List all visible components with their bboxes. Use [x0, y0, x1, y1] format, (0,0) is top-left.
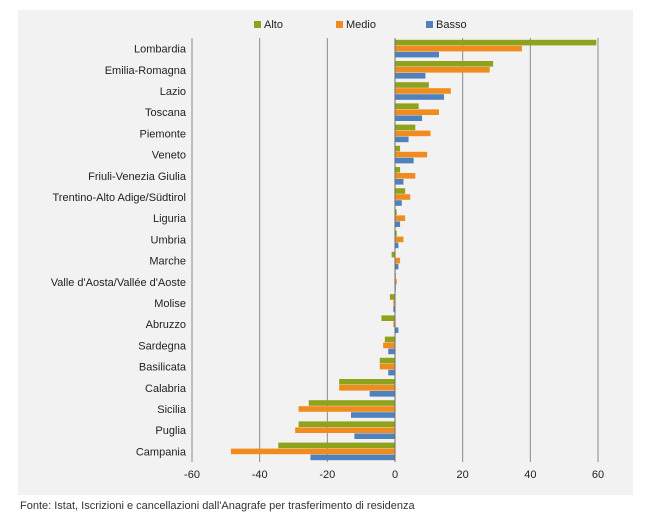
- bar: [308, 400, 395, 406]
- category-label: Toscana: [145, 107, 187, 119]
- legend-swatch: [254, 21, 261, 28]
- category-labels: Lombardia Emilia-Romagna Lazio Toscana Piemo…: [51, 44, 187, 459]
- category-label: Umbria: [151, 234, 187, 246]
- bar: [395, 45, 522, 52]
- bar: [395, 200, 402, 206]
- bar: [395, 236, 404, 243]
- x-tick-label: -20: [319, 469, 335, 481]
- bar: [393, 300, 395, 306]
- bar: [391, 251, 395, 258]
- bar: [389, 294, 395, 300]
- bar-chart: Lombardia Emilia-Romagna Lazio Toscana Piemo…: [51, 19, 604, 481]
- bar: [295, 427, 395, 433]
- bar: [395, 136, 409, 143]
- bar: [298, 421, 395, 427]
- category-label: Sardegna: [138, 340, 187, 352]
- category-label: Friuli-Venezia Giulia: [88, 171, 187, 183]
- x-tick-label: 0: [392, 469, 398, 481]
- chart-panel: Lombardia Emilia-Romagna Lazio Toscana Piemo…: [18, 10, 633, 495]
- bar: [388, 369, 395, 376]
- bar: [230, 448, 395, 455]
- bars: [230, 39, 597, 461]
- bar: [395, 257, 401, 264]
- category-label: Puglia: [155, 425, 186, 437]
- bar: [395, 109, 439, 115]
- bar: [395, 94, 445, 100]
- bar: [393, 306, 395, 312]
- bar: [395, 115, 423, 121]
- category-label: Piemonte: [140, 128, 186, 140]
- x-tick-labels: -60 -40 -20 0 20 40 60: [184, 469, 604, 481]
- x-tick-label: 40: [524, 469, 536, 481]
- bar: [278, 442, 395, 449]
- bar: [395, 151, 428, 158]
- bar: [393, 321, 395, 327]
- category-label: Trentino-Alto Adige/Südtirol: [53, 192, 187, 204]
- bar: [395, 167, 401, 173]
- bar: [395, 88, 451, 94]
- x-tick-label: -60: [184, 469, 200, 481]
- category-label: Sicilia: [157, 404, 187, 416]
- legend-label: Medio: [346, 19, 376, 31]
- category-label: Valle d'Aosta/Vallée d'Aoste: [51, 277, 186, 289]
- category-label: Abruzzo: [146, 319, 186, 331]
- bar: [339, 379, 395, 385]
- bar: [395, 173, 416, 179]
- legend-swatch: [336, 21, 343, 28]
- bar: [379, 357, 395, 364]
- bar: [379, 363, 395, 370]
- bar: [351, 412, 395, 418]
- bar: [395, 327, 399, 333]
- bar: [369, 391, 395, 397]
- category-label: Campania: [136, 446, 187, 458]
- x-tick-label: 20: [457, 469, 469, 481]
- bar: [310, 454, 395, 461]
- legend-label: Alto: [264, 19, 283, 31]
- category-label: Marche: [149, 256, 186, 268]
- category-label: Liguria: [153, 213, 187, 225]
- bar: [395, 263, 399, 270]
- bar: [395, 124, 416, 131]
- bar: [395, 51, 439, 58]
- bar: [354, 433, 395, 439]
- legend-swatch: [426, 21, 433, 28]
- bar: [395, 145, 401, 152]
- category-label: Veneto: [152, 150, 186, 162]
- legend-label: Basso: [436, 19, 467, 31]
- bar: [395, 61, 494, 67]
- bar: [395, 209, 397, 215]
- bar: [395, 242, 399, 249]
- bar: [395, 130, 431, 137]
- bar: [339, 385, 395, 391]
- x-tick-label: -40: [252, 469, 268, 481]
- category-label: Calabria: [145, 383, 187, 395]
- bar: [395, 67, 490, 73]
- bar: [395, 39, 597, 46]
- bar: [395, 221, 401, 227]
- bar: [395, 230, 397, 237]
- bar: [381, 315, 395, 321]
- source-note: Fonte: Istat, Iscrizioni e cancellazioni…: [20, 500, 415, 512]
- bar: [298, 406, 395, 412]
- category-label: Emilia-Romagna: [105, 65, 187, 77]
- category-label: Lazio: [160, 86, 186, 98]
- bar: [388, 348, 395, 355]
- bar: [384, 336, 395, 343]
- bar: [383, 342, 395, 349]
- category-label: Lombardia: [134, 44, 187, 56]
- bar: [395, 188, 406, 194]
- bar: [395, 73, 426, 79]
- gridlines: [191, 38, 599, 462]
- bar: [395, 279, 397, 285]
- bar: [395, 157, 414, 164]
- x-tick-label: 60: [592, 469, 604, 481]
- legend: Alto Medio Basso: [254, 19, 467, 31]
- category-label: Molise: [154, 298, 186, 310]
- category-label: Basilicata: [139, 362, 187, 374]
- bar: [395, 194, 411, 200]
- bar: [395, 215, 406, 221]
- bar: [395, 82, 429, 88]
- bar: [395, 179, 404, 185]
- bar: [395, 103, 419, 109]
